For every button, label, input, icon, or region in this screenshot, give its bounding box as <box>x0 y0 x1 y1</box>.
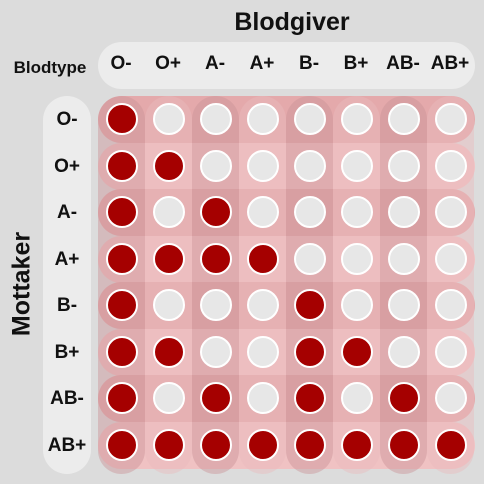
cell-B--from-O--compatible <box>105 289 138 321</box>
cell-AB+-from-AB--compatible <box>387 428 420 461</box>
compatibility-grid <box>98 96 475 474</box>
cell-A--from-A--compatible <box>199 196 232 228</box>
donor-header-B+: B+ <box>343 53 369 74</box>
donor-axis-title: Blodgiver <box>234 8 350 36</box>
bloodtype-label: Blodtype <box>13 58 87 77</box>
cell-AB+-from-A+-compatible <box>246 428 279 461</box>
recipient-header-bar <box>43 96 91 474</box>
cell-B--from-B--compatible <box>293 289 326 321</box>
cell-B--from-AB--incompatible <box>387 289 420 321</box>
cell-B+-from-B+-compatible <box>340 335 373 368</box>
cell-A+-from-AB--incompatible <box>387 242 420 275</box>
cell-A+-from-B+-incompatible <box>340 242 373 275</box>
cell-A+-from-O+-compatible <box>152 242 185 275</box>
cell-B--from-B+-incompatible <box>340 289 373 321</box>
cell-A+-from-O--compatible <box>105 242 138 275</box>
cell-AB--from-A--compatible <box>199 382 232 414</box>
cell-AB--from-B+-incompatible <box>340 382 373 414</box>
cell-AB--from-AB--compatible <box>387 382 420 414</box>
donor-header-bar <box>98 42 475 89</box>
cell-AB--from-O--compatible <box>105 382 138 414</box>
cell-AB+-from-AB+-compatible <box>434 428 467 461</box>
cell-O+-from-A--incompatible <box>199 149 232 182</box>
cell-AB+-from-B+-compatible <box>340 428 373 461</box>
cell-O+-from-B--incompatible <box>293 149 326 182</box>
cell-A--from-AB--incompatible <box>387 196 420 228</box>
cell-B+-from-O--compatible <box>105 335 138 368</box>
cell-B+-from-A--incompatible <box>199 335 232 368</box>
cell-A+-from-A+-compatible <box>246 242 279 275</box>
cell-A--from-B+-incompatible <box>340 196 373 228</box>
cell-A--from-AB+-incompatible <box>434 196 467 228</box>
cell-B--from-O+-incompatible <box>152 289 185 321</box>
cell-O--from-B+-incompatible <box>340 103 373 135</box>
donor-header-B-: B- <box>298 53 320 74</box>
cell-A--from-O--compatible <box>105 196 138 228</box>
cell-O+-from-A+-incompatible <box>246 149 279 182</box>
cell-A--from-B--incompatible <box>293 196 326 228</box>
cell-A+-from-B--incompatible <box>293 242 326 275</box>
cell-AB+-from-O+-compatible <box>152 428 185 461</box>
donor-header-O+: O+ <box>155 53 181 74</box>
cell-O--from-O--compatible <box>105 103 138 135</box>
donor-header-A+: A+ <box>249 53 275 74</box>
cell-B+-from-AB--incompatible <box>387 335 420 368</box>
cell-AB--from-O+-incompatible <box>152 382 185 414</box>
cell-B+-from-O+-compatible <box>152 335 185 368</box>
cell-O+-from-O--compatible <box>105 149 138 182</box>
cell-B--from-A+-incompatible <box>246 289 279 321</box>
cell-A+-from-A--compatible <box>199 242 232 275</box>
cell-O+-from-B+-incompatible <box>340 149 373 182</box>
cell-O--from-AB--incompatible <box>387 103 420 135</box>
donor-header-AB-: AB- <box>386 53 420 74</box>
recipient-header-A+: A+ <box>54 248 80 270</box>
cell-B--from-A--incompatible <box>199 289 232 321</box>
recipient-header-B-: B- <box>56 295 78 316</box>
recipient-header-B+: B+ <box>54 341 80 363</box>
cell-O--from-B--incompatible <box>293 103 326 135</box>
cell-O+-from-AB+-incompatible <box>434 149 467 182</box>
donor-header-O-: O- <box>110 53 132 74</box>
recipient-axis-title: Mottaker <box>7 231 36 337</box>
recipient-header-AB-: AB- <box>50 388 84 409</box>
recipient-header-A-: A- <box>56 202 78 223</box>
cell-B--from-AB+-incompatible <box>434 289 467 321</box>
cell-A+-from-AB+-incompatible <box>434 242 467 275</box>
donor-header-AB+: AB+ <box>430 53 470 74</box>
cell-O+-from-O+-compatible <box>152 149 185 182</box>
cell-AB--from-B--compatible <box>293 382 326 414</box>
cell-A--from-A+-incompatible <box>246 196 279 228</box>
cell-O--from-A+-incompatible <box>246 103 279 135</box>
cell-AB+-from-O--compatible <box>105 428 138 461</box>
recipient-header-O-: O- <box>56 109 78 130</box>
cell-AB+-from-B--compatible <box>293 428 326 461</box>
recipient-header-AB+: AB+ <box>47 434 87 456</box>
cell-A--from-O+-incompatible <box>152 196 185 228</box>
cell-B+-from-B--compatible <box>293 335 326 368</box>
cell-O--from-A--incompatible <box>199 103 232 135</box>
cell-AB--from-A+-incompatible <box>246 382 279 414</box>
cell-O+-from-AB--incompatible <box>387 149 420 182</box>
recipient-header-O+: O+ <box>54 155 80 177</box>
cell-O--from-O+-incompatible <box>152 103 185 135</box>
cell-O--from-AB+-incompatible <box>434 103 467 135</box>
cell-AB+-from-A--compatible <box>199 428 232 461</box>
cell-AB--from-AB+-incompatible <box>434 382 467 414</box>
cell-B+-from-A+-incompatible <box>246 335 279 368</box>
donor-header-A-: A- <box>204 53 226 74</box>
cell-B+-from-AB+-incompatible <box>434 335 467 368</box>
